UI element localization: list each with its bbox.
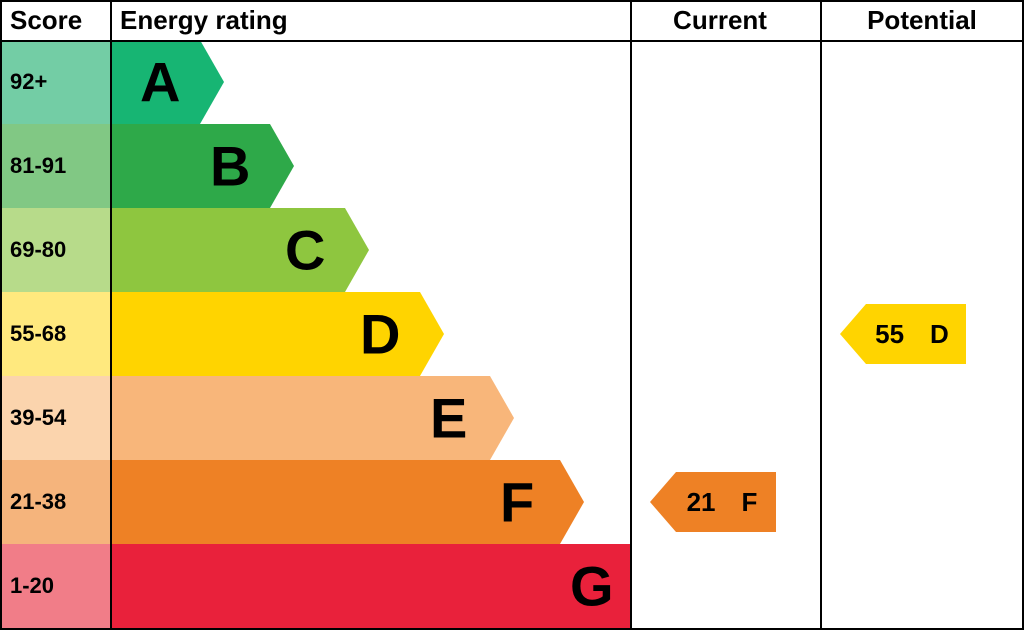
rating-current-divider	[630, 0, 632, 630]
current-column: Current 21 F	[630, 0, 810, 640]
potential-header: Potential	[820, 0, 1024, 40]
rating-bar-b: B	[110, 124, 294, 208]
energy-rating-chart: Score 92+81-9169-8055-6839-5421-381-20 E…	[0, 0, 1024, 640]
rating-letter-d: D	[360, 302, 400, 367]
score-range-b: 81-91	[0, 124, 110, 208]
rating-letter-g: G	[570, 554, 614, 619]
left-border	[0, 0, 2, 630]
current-header: Current	[630, 0, 810, 40]
rating-bar-c: C	[110, 208, 369, 292]
score-range-c: 69-80	[0, 208, 110, 292]
score-range-d: 55-68	[0, 292, 110, 376]
potential-marker-label: 55 D	[866, 304, 966, 364]
score-range-e: 39-54	[0, 376, 110, 460]
bottom-border	[0, 628, 1024, 630]
rating-bar-g: G	[110, 544, 654, 628]
current-potential-divider	[820, 0, 822, 630]
score-range-a: 92+	[0, 40, 110, 124]
rating-header: Energy rating	[110, 0, 630, 40]
score-header: Score	[0, 0, 110, 40]
rating-bar-e: E	[110, 376, 514, 460]
score-rating-divider	[110, 0, 112, 630]
rating-letter-c: C	[285, 218, 325, 283]
score-range-g: 1-20	[0, 544, 110, 628]
score-range-f: 21-38	[0, 460, 110, 544]
header-divider	[0, 40, 1024, 42]
rating-bar-d: D	[110, 292, 444, 376]
rating-letter-e: E	[430, 386, 467, 451]
rating-bar-f: F	[110, 460, 584, 544]
potential-column: Potential 55 D	[820, 0, 1024, 640]
rating-bar-a: A	[110, 40, 224, 124]
rating-letter-a: A	[140, 50, 180, 115]
rating-column: Energy rating ABCDEFG	[110, 0, 630, 640]
top-border	[0, 0, 1024, 2]
current-marker-label: 21 F	[676, 472, 776, 532]
rating-letter-b: B	[210, 134, 250, 199]
score-column: Score 92+81-9169-8055-6839-5421-381-20	[0, 0, 110, 640]
potential-marker: 55 D	[840, 304, 966, 364]
rating-letter-f: F	[500, 470, 534, 535]
current-marker: 21 F	[650, 472, 776, 532]
